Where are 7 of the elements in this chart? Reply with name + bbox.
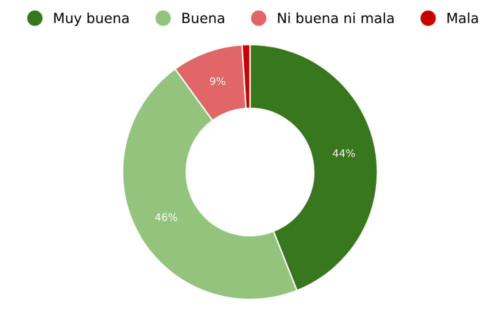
data-label: 9% <box>210 77 226 86</box>
legend-label: Mala <box>448 12 478 24</box>
data-label: 44% <box>332 149 355 158</box>
data-label: 46% <box>155 213 178 222</box>
legend-label: Ni buena ni mala <box>278 12 394 24</box>
legend-label: Muy buena <box>54 12 129 26</box>
legend-label: Buena <box>182 12 224 24</box>
